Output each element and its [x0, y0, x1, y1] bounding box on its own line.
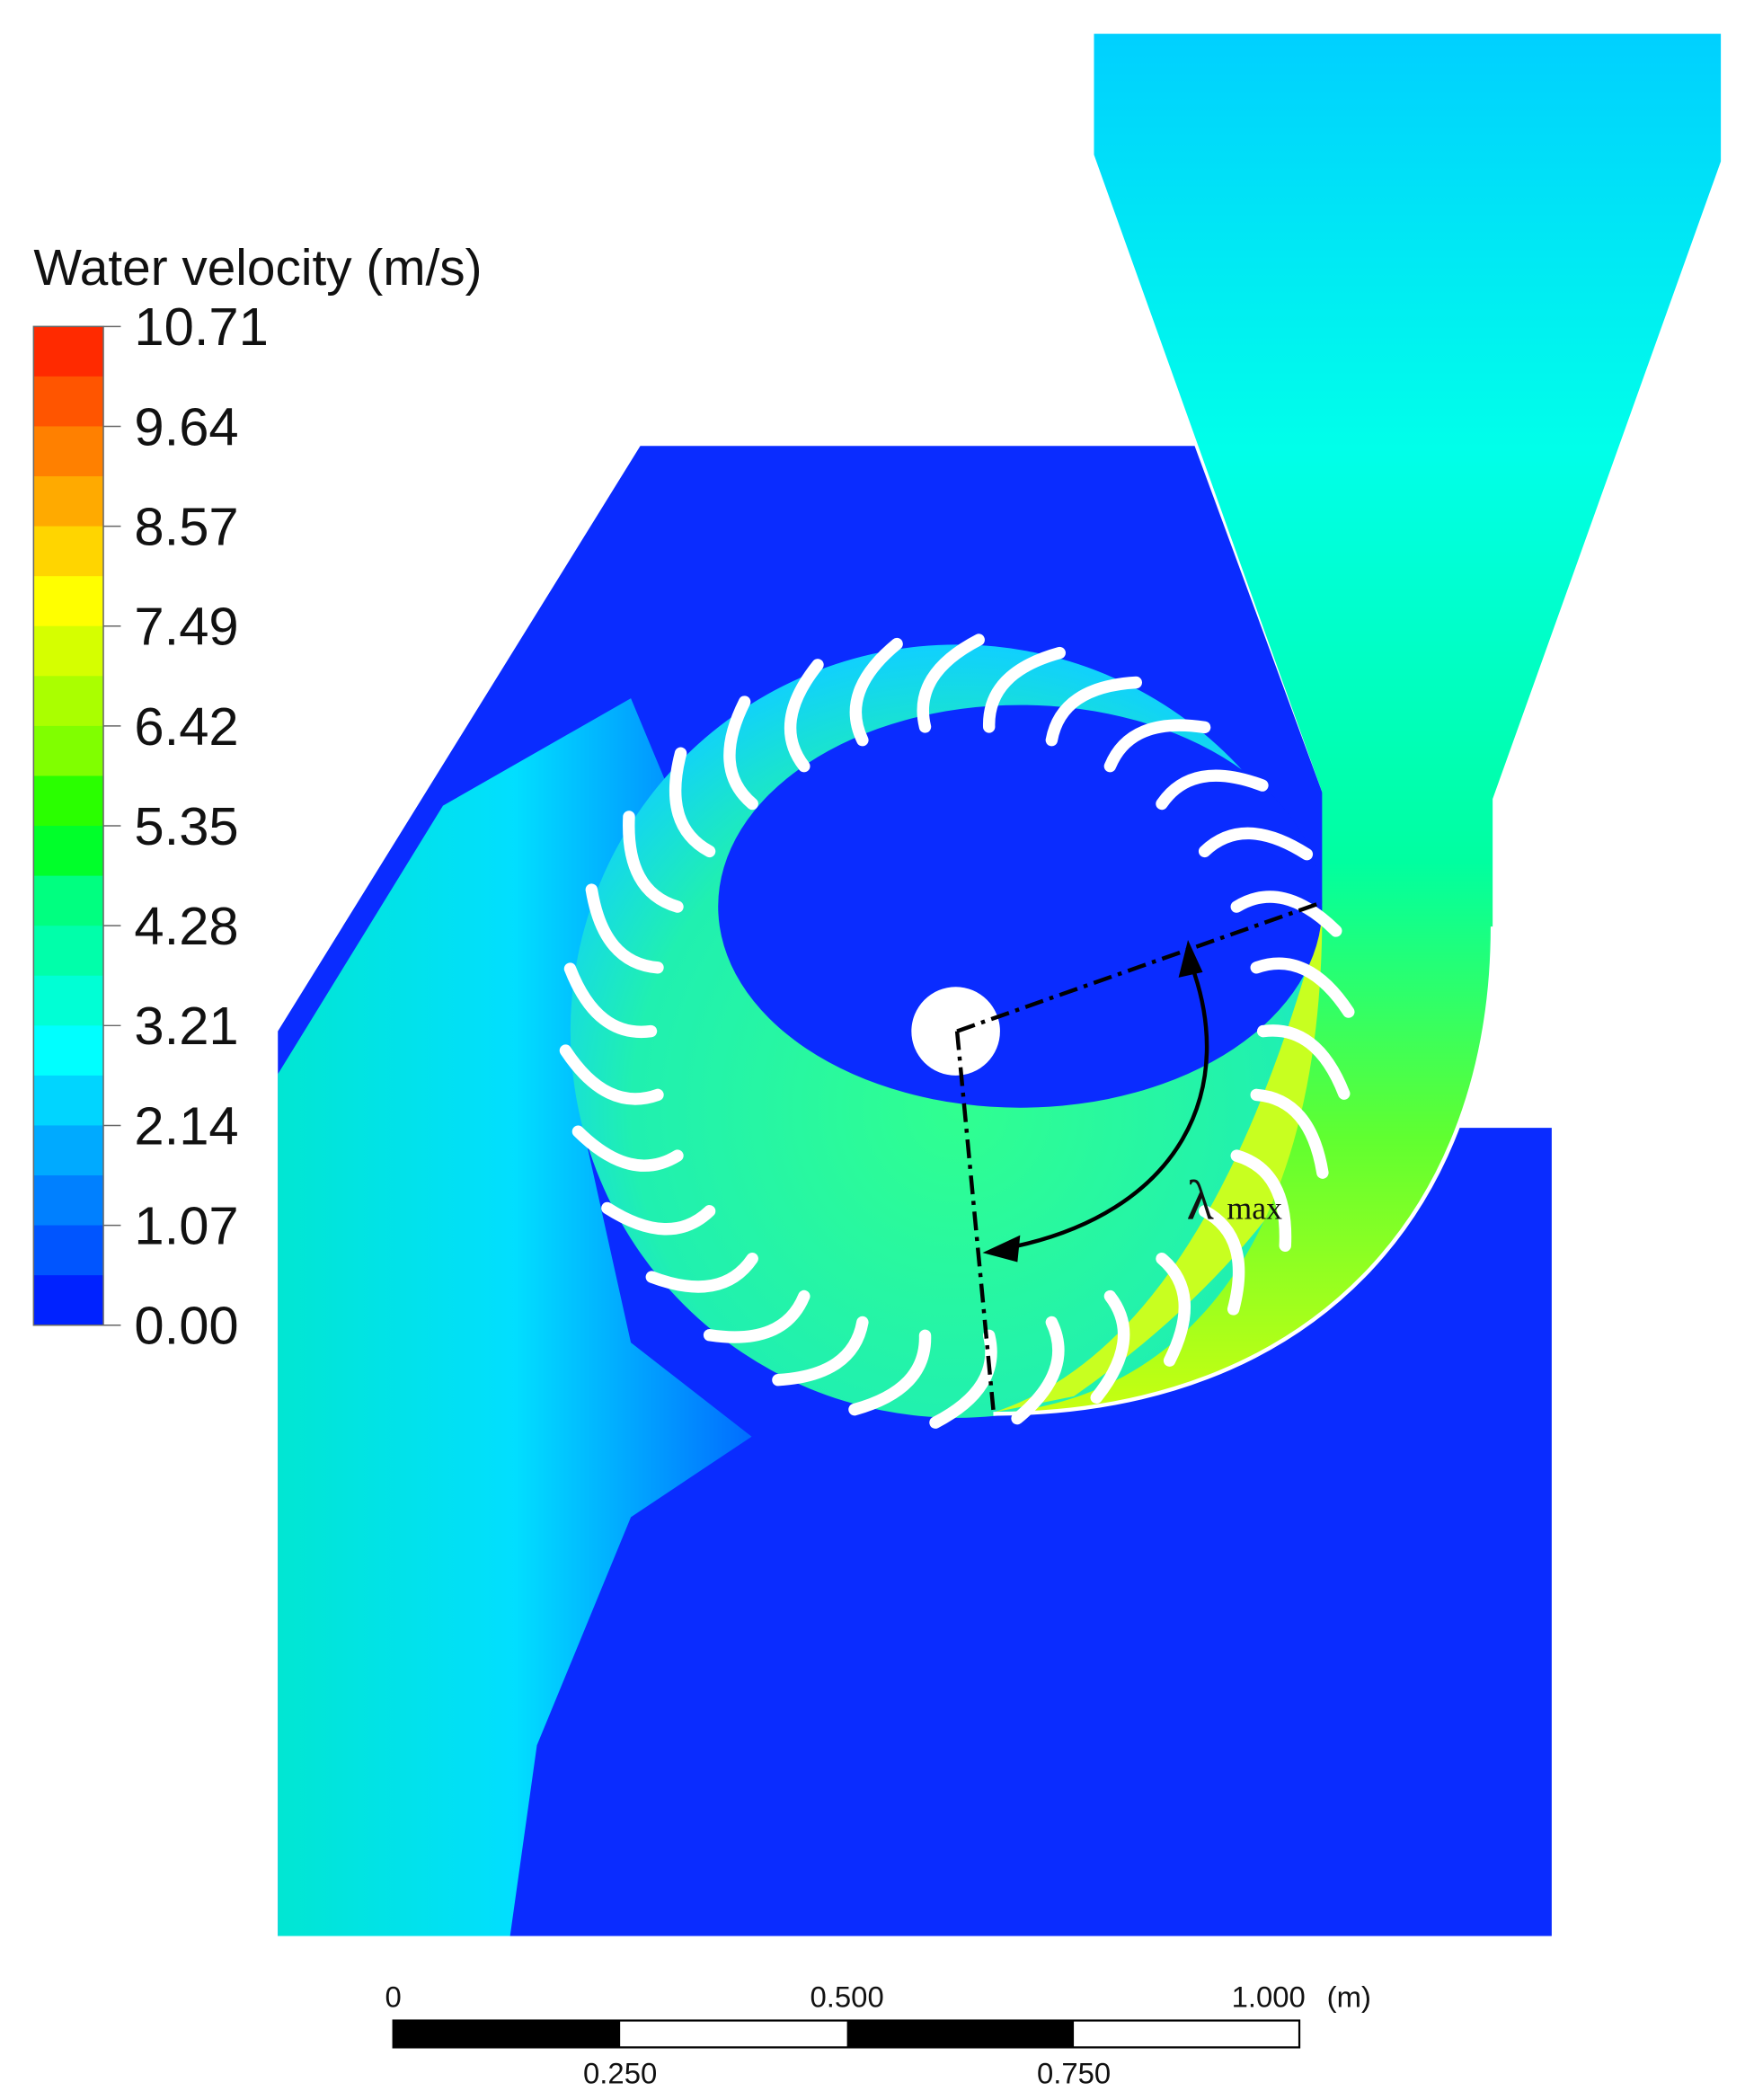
colorbar-label: 9.64	[134, 396, 238, 456]
angle-arc	[1003, 955, 1209, 1251]
blade	[669, 747, 716, 858]
scale-label: 0.500	[810, 1980, 883, 2014]
blade	[563, 962, 658, 1039]
scale-label: 0.250	[583, 2057, 657, 2090]
scale-bar: 0 0.500 1.000 (m) 0.250 0.750	[385, 1980, 1371, 2090]
runner-blades	[559, 634, 1355, 1429]
colorbar-band	[33, 1175, 104, 1227]
blade	[1230, 1149, 1292, 1252]
colorbar-band	[33, 326, 104, 377]
arrow-head	[1178, 940, 1203, 978]
blade	[1198, 827, 1314, 861]
colorbar-band	[33, 426, 104, 477]
blade	[601, 1201, 716, 1236]
colorbar-band	[33, 775, 104, 827]
blade	[723, 696, 758, 811]
blade	[645, 1252, 758, 1293]
blade	[1250, 1088, 1329, 1179]
colorbar-label: 2.14	[134, 1095, 238, 1156]
lambda-symbol: λ	[1187, 1169, 1215, 1232]
blade	[1256, 1024, 1351, 1100]
angle-annotation	[954, 900, 1324, 1411]
blade	[1090, 1289, 1130, 1404]
colorbar-label: 10.71	[134, 297, 269, 357]
colorbar-label: 3.21	[134, 996, 238, 1056]
colorbar-band	[33, 676, 104, 727]
colorbar-label: 1.07	[134, 1196, 238, 1256]
blade	[1250, 957, 1355, 1018]
colorbar-label: 8.57	[134, 497, 238, 557]
colorbar: 10.71 9.64 8.57 7.49 6.42 5.35 4.28 3.21 2.14 1.0…	[32, 297, 269, 1356]
lambda-subscript: max	[1227, 1191, 1282, 1227]
blade	[929, 1329, 997, 1429]
colorbar-band	[33, 1125, 104, 1176]
colorbar-band	[33, 826, 104, 877]
blade	[848, 1329, 932, 1416]
blade	[784, 659, 824, 773]
colorbar-band	[33, 975, 104, 1027]
blade	[1103, 719, 1211, 773]
blade	[849, 637, 903, 747]
colorbar-label: 6.42	[134, 696, 238, 757]
colorbar-band	[33, 526, 104, 577]
scale-label: 1.000	[1232, 1980, 1306, 2014]
scale-label: 0.750	[1037, 2057, 1111, 2090]
colorbar-band	[33, 1275, 104, 1326]
blade	[1156, 769, 1269, 811]
blade	[1198, 1205, 1245, 1316]
colorbar-label: 5.35	[134, 796, 238, 856]
blade	[772, 1316, 869, 1387]
blade	[571, 1125, 684, 1172]
colorbar-band	[33, 476, 104, 527]
colorbar-band	[33, 376, 104, 428]
blade	[917, 634, 985, 733]
colorbar-label: 0.00	[134, 1296, 238, 1356]
colorbar-band	[33, 576, 104, 627]
blade	[1045, 676, 1143, 747]
colorbar-band	[33, 875, 104, 926]
blade	[1011, 1316, 1065, 1425]
colorbar-band	[33, 725, 104, 777]
scale-label: 0	[385, 1980, 402, 2014]
flow-domain	[278, 33, 1722, 1936]
colorbar-band	[33, 1025, 104, 1077]
arrow-head	[982, 1235, 1021, 1263]
colorbar-band	[33, 926, 104, 977]
scale-unit: (m)	[1327, 1980, 1371, 2014]
blade	[982, 646, 1066, 733]
colorbar-band	[33, 1075, 104, 1127]
blade	[585, 883, 664, 974]
blade	[623, 811, 684, 913]
blade	[703, 1289, 810, 1343]
blade	[1156, 1252, 1191, 1367]
colorbar-label: 4.28	[134, 896, 238, 956]
hub	[911, 987, 1000, 1076]
legend-title: Water velocity (m/s)	[33, 240, 482, 297]
colorbar-band	[33, 1225, 104, 1276]
blade	[559, 1044, 664, 1105]
colorbar-band	[33, 625, 104, 678]
colorbar-label: 7.49	[134, 597, 238, 657]
blade	[1230, 891, 1342, 937]
